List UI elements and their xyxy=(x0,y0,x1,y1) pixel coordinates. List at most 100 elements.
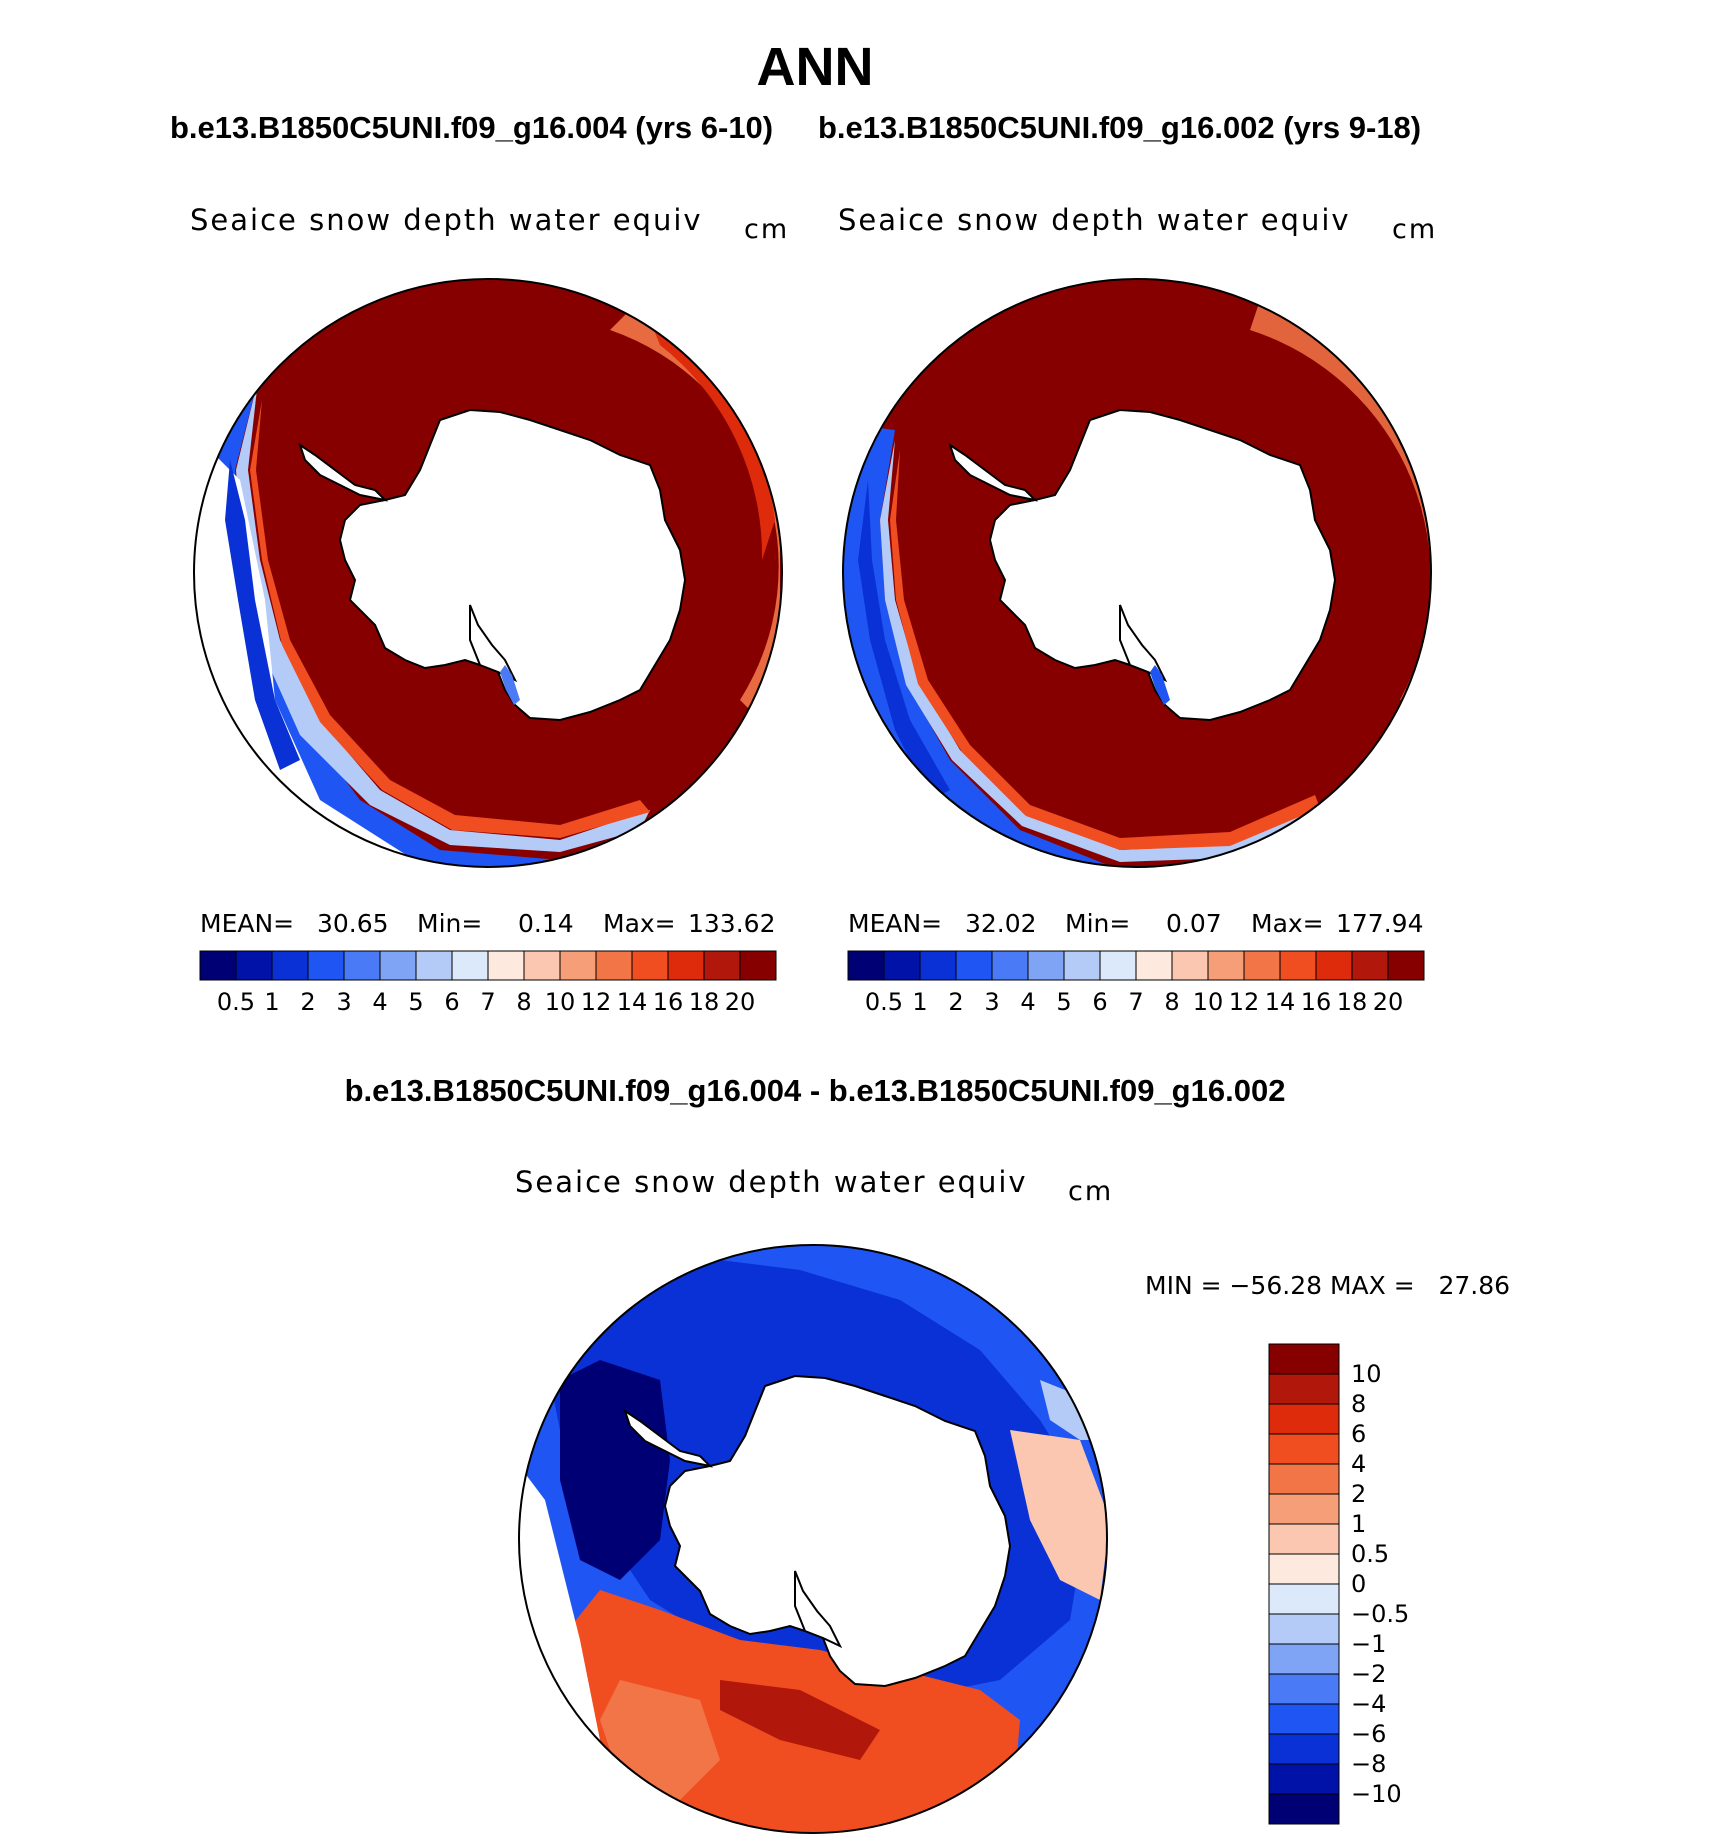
colorbar-tick-label: 16 xyxy=(1301,988,1332,1016)
map-b-frame xyxy=(842,278,1432,868)
map-b-max-label: Max= xyxy=(1251,909,1324,938)
map-a-title: Seaice snow depth water equiv xyxy=(190,203,703,237)
colorbar-tick-label: 1 xyxy=(264,988,279,1016)
colorbar-swatch xyxy=(1268,1373,1340,1405)
colorbar-swatch xyxy=(1268,1703,1340,1735)
colorbar-swatch xyxy=(379,950,417,981)
colorbar-swatch xyxy=(595,950,633,981)
colorbar-swatch xyxy=(1268,1493,1340,1525)
map-b-ross-coast xyxy=(1119,604,1168,683)
map-b-mean-label: MEAN= xyxy=(848,909,942,938)
colorbar-tick-label: 8 xyxy=(1351,1390,1366,1418)
map-a-stats: MEAN= 30.65 Min= 0.14 Max= 133.62 xyxy=(200,909,775,938)
colorbar-swatch xyxy=(523,950,561,981)
colorbar-a: 0.5 1 2 3 4 5 6 7 8 10 12 14 16 18 20 xyxy=(199,950,777,1016)
colorbar-swatch xyxy=(1268,1793,1340,1825)
colorbar-tick-label: 20 xyxy=(725,988,756,1016)
colorbar-tick-label: 6 xyxy=(444,988,459,1016)
colorbar-swatch xyxy=(955,950,993,981)
colorbar-swatch xyxy=(1351,950,1389,981)
colorbar-tick-label: −0.5 xyxy=(1351,1600,1409,1628)
colorbar-tick-label: 0 xyxy=(1351,1570,1366,1598)
colorbar-swatch xyxy=(415,950,453,981)
colorbar-tick-label: −4 xyxy=(1351,1690,1386,1718)
map-a-mean-value: 30.65 xyxy=(317,909,389,938)
map-panel-a: Seaice snow depth water equiv cm xyxy=(190,203,789,868)
colorbar-tick-label: 14 xyxy=(1265,988,1296,1016)
colorbar-swatch xyxy=(1268,1643,1340,1675)
colorbar-swatch xyxy=(343,950,381,981)
colorbar-swatch xyxy=(847,950,885,981)
colorbar-tick-label: −10 xyxy=(1351,1780,1402,1808)
colorbar-swatch xyxy=(703,950,741,981)
map-b-mean-value: 32.02 xyxy=(965,909,1037,938)
colorbar-tick-label: 2 xyxy=(948,988,963,1016)
map-a-peninsula xyxy=(298,442,389,502)
colorbar-tick-label: 3 xyxy=(984,988,999,1016)
colorbar-swatch xyxy=(1268,1463,1340,1495)
case-a-title: b.e13.B1850C5UNI.f09_g16.004 (yrs 6-10) xyxy=(170,110,773,145)
map-diff-title: Seaice snow depth water equiv xyxy=(515,1165,1028,1199)
map-a-max-label: Max= xyxy=(603,909,676,938)
colorbar-tick-label: 7 xyxy=(480,988,495,1016)
colorbar-tick-label: 10 xyxy=(545,988,576,1016)
colorbar-swatch xyxy=(1268,1733,1340,1765)
colorbar-swatch xyxy=(1387,950,1425,981)
colorbar-b: 0.5 1 2 3 4 5 6 7 8 10 12 14 16 18 20 xyxy=(847,950,1425,1016)
map-diff-peninsula xyxy=(623,1408,714,1468)
colorbar-swatch xyxy=(1268,1523,1340,1555)
colorbar-tick-label: −8 xyxy=(1351,1750,1386,1778)
map-b-units: cm xyxy=(1392,214,1437,245)
map-a-units: cm xyxy=(744,214,789,245)
map-diff-units: cm xyxy=(1068,1176,1113,1207)
map-diff-frame xyxy=(518,1244,1108,1834)
colorbar-swatch xyxy=(739,950,777,981)
colorbar-tick-label: −1 xyxy=(1351,1630,1386,1658)
colorbar-tick-label: 0.5 xyxy=(1351,1540,1389,1568)
colorbar-swatch xyxy=(1268,1673,1340,1705)
colorbar-tick-label: 4 xyxy=(1020,988,1035,1016)
colorbar-swatch xyxy=(559,950,597,981)
colorbar-swatch xyxy=(1315,950,1353,981)
colorbar-tick-label: 20 xyxy=(1373,988,1404,1016)
colorbar-swatch xyxy=(1268,1433,1340,1465)
map-diff-stats: MIN = −56.28 MAX = 27.86 xyxy=(1145,1271,1510,1300)
colorbar-swatch xyxy=(1268,1763,1340,1795)
map-diff-ross-coast xyxy=(794,1570,843,1649)
map-a-max-value: 133.62 xyxy=(688,909,775,938)
colorbar-swatch xyxy=(919,950,957,981)
map-b-title: Seaice snow depth water equiv xyxy=(838,203,1351,237)
colorbar-tick-label: 1 xyxy=(1351,1510,1366,1538)
colorbar-swatch xyxy=(1268,1403,1340,1435)
colorbar-tick-label: 2 xyxy=(1351,1480,1366,1508)
map-diff-deep-blue xyxy=(560,1360,670,1580)
map-b-stats: MEAN= 32.02 Min= 0.07 Max= 177.94 xyxy=(848,909,1423,938)
colorbar-tick-label: 16 xyxy=(653,988,684,1016)
map-panel-b: Seaice snow depth water equiv cm xyxy=(838,203,1437,868)
colorbar-tick-label: 8 xyxy=(1164,988,1179,1016)
colorbar-tick-label: 18 xyxy=(689,988,720,1016)
colorbar-swatch xyxy=(487,950,525,981)
colorbar-tick-label: 6 xyxy=(1092,988,1107,1016)
colorbar-tick-label: 2 xyxy=(300,988,315,1016)
colorbar-swatch xyxy=(451,950,489,981)
colorbar-tick-label: 5 xyxy=(1056,988,1071,1016)
colorbar-swatch xyxy=(199,950,237,981)
map-b-min-value: 0.07 xyxy=(1166,909,1222,938)
diff-title: b.e13.B1850C5UNI.f09_g16.004 - b.e13.B18… xyxy=(345,1073,1286,1108)
colorbar-tick-label: 12 xyxy=(1229,988,1260,1016)
colorbar-tick-label: 5 xyxy=(408,988,423,1016)
colorbar-tick-label: −2 xyxy=(1351,1660,1386,1688)
map-a-ross-coast xyxy=(469,604,518,683)
colorbar-swatch xyxy=(1268,1343,1340,1375)
map-diff-antarctica xyxy=(663,1374,1012,1688)
colorbar-swatch xyxy=(1279,950,1317,981)
case-b-title: b.e13.B1850C5UNI.f09_g16.002 (yrs 9-18) xyxy=(818,110,1421,145)
colorbar-swatch xyxy=(1243,950,1281,981)
colorbar-tick-label: 12 xyxy=(581,988,612,1016)
colorbar-swatch xyxy=(307,950,345,981)
colorbar-swatch xyxy=(271,950,309,981)
map-b-ross-blue xyxy=(1150,665,1170,705)
colorbar-tick-label: 4 xyxy=(1351,1450,1366,1478)
map-b-edge-orange xyxy=(1250,300,1431,700)
